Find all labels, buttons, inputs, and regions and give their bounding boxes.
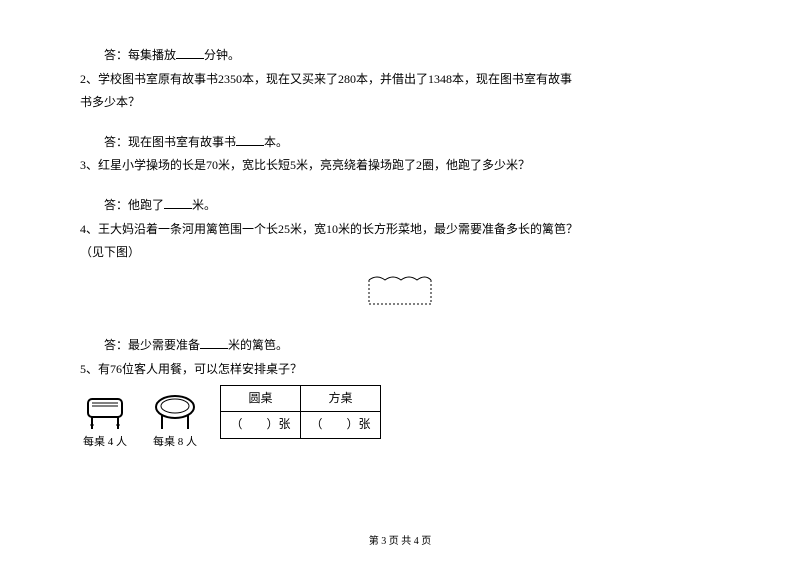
cell-round: （ ）张 (221, 412, 301, 439)
square-table-label: 每桌 4 人 (83, 433, 127, 453)
q2-question: 2、学校图书室原有故事书2350本，现在又买来了280本，并借出了1348本，现… (80, 69, 720, 91)
q3-text: 红星小学操场的长是70米，宽比长短5米，亮亮绕着操场跑了2圈，他跑了多少米？ (98, 158, 530, 172)
page-footer: 第 3 页 共 4 页 (0, 532, 800, 547)
q4-question-cont: （见下图） (80, 242, 720, 264)
q2-answer-prefix: 答：现在图书室有故事书 (104, 135, 236, 149)
q2-text-cont: 书多少本？ (80, 95, 140, 109)
q2-answer-suffix: 本。 (264, 135, 288, 149)
q1-answer: 答：每集播放 分钟。 (80, 45, 720, 67)
q2-number: 2、 (80, 72, 98, 86)
answer-table: 圆桌 方桌 （ ）张 （ ）张 (220, 385, 381, 439)
q2-answer: 答：现在图书室有故事书 本。 (80, 132, 720, 154)
q2-blank (236, 134, 264, 146)
q4-answer: 答：最少需要准备 米的篱笆。 (80, 335, 720, 357)
q3-answer: 答：他跑了 米。 (80, 195, 720, 217)
cell-square: （ ）张 (301, 412, 381, 439)
q5-question: 5、有76位客人用餐，可以怎样安排桌子？ (80, 359, 720, 381)
table-row: （ ）张 （ ）张 (221, 412, 381, 439)
fence-icon (365, 272, 435, 308)
header-square: 方桌 (301, 385, 381, 412)
fence-diagram (80, 272, 720, 316)
q4-answer-prefix: 答：最少需要准备 (104, 338, 200, 352)
q5-number: 5、 (80, 362, 98, 376)
q1-answer-prefix: 答：每集播放 (104, 48, 176, 62)
q1-blank (176, 47, 204, 59)
round-table-label: 每桌 8 人 (153, 433, 197, 453)
square-table-icon-group: 每桌 4 人 (80, 395, 130, 453)
q4-number: 4、 (80, 222, 98, 236)
q4-question: 4、王大妈沿着一条河用篱笆围一个长25米，宽10米的长方形菜地，最少需要准备多长… (80, 219, 720, 241)
q2-text: 学校图书室原有故事书2350本，现在又买来了280本，并借出了1348本，现在图… (98, 72, 572, 86)
round-table-icon-group: 每桌 8 人 (150, 395, 200, 453)
q1-answer-suffix: 分钟。 (204, 48, 240, 62)
q4-blank (200, 337, 228, 349)
q4-text-cont: （见下图） (80, 245, 140, 259)
q2-question-cont: 书多少本？ (80, 92, 720, 114)
table-row: 圆桌 方桌 (221, 385, 381, 412)
tables-row: 每桌 4 人 每桌 8 人 圆桌 方桌 （ ）张 （ ）张 (80, 385, 720, 453)
round-table-icon (150, 395, 200, 431)
q3-blank (164, 197, 192, 209)
q4-answer-suffix: 米的篱笆。 (228, 338, 288, 352)
q3-question: 3、红星小学操场的长是70米，宽比长短5米，亮亮绕着操场跑了2圈，他跑了多少米？ (80, 155, 720, 177)
square-table-icon (80, 395, 130, 431)
q5-text: 有76位客人用餐，可以怎样安排桌子？ (98, 362, 302, 376)
q3-answer-prefix: 答：他跑了 (104, 198, 164, 212)
q3-number: 3、 (80, 158, 98, 172)
q4-text: 王大妈沿着一条河用篱笆围一个长25米，宽10米的长方形菜地，最少需要准备多长的篱… (98, 222, 578, 236)
header-round: 圆桌 (221, 385, 301, 412)
q3-answer-suffix: 米。 (192, 198, 216, 212)
